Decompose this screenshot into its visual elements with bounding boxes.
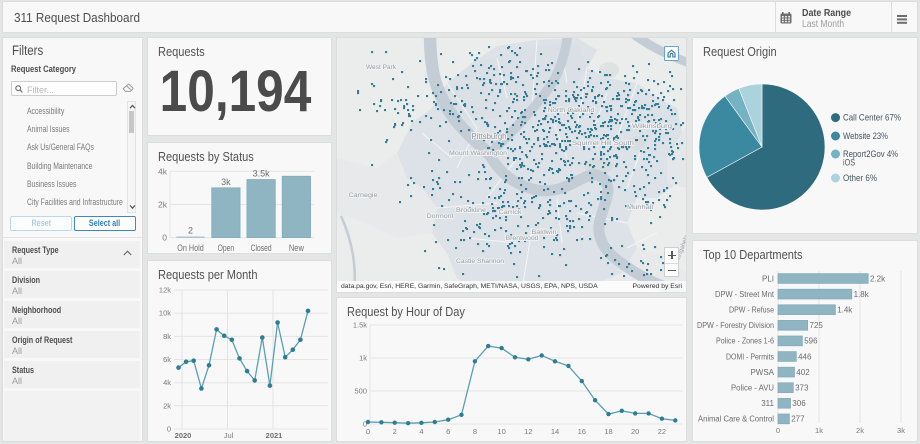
svg-text:Mount Washington: Mount Washington — [449, 150, 507, 157]
svg-text:2.2k: 2.2k — [870, 274, 886, 283]
svg-text:Call Center 67%: Call Center 67% — [843, 113, 901, 124]
svg-text:2020: 2020 — [175, 431, 192, 440]
svg-text:4: 4 — [419, 427, 423, 436]
svg-text:8: 8 — [473, 427, 477, 436]
svg-text:2021: 2021 — [266, 431, 283, 440]
svg-text:18: 18 — [604, 427, 612, 436]
svg-text:2: 2 — [393, 427, 397, 436]
svg-text:Open: Open — [218, 243, 235, 253]
svg-text:0: 0 — [776, 426, 780, 435]
svg-text:Other 6%: Other 6% — [843, 173, 877, 184]
svg-text:12: 12 — [524, 427, 532, 436]
svg-text:1.8k: 1.8k — [854, 290, 870, 299]
svg-text:446: 446 — [798, 352, 812, 361]
svg-text:Animal Care & Control: Animal Care & Control — [698, 415, 774, 424]
svg-text:20: 20 — [631, 427, 639, 436]
svg-text:500: 500 — [354, 387, 367, 396]
svg-text:10k: 10k — [159, 309, 171, 318]
svg-text:22: 22 — [658, 427, 666, 436]
svg-text:6k: 6k — [163, 355, 171, 364]
svg-text:New: New — [289, 243, 304, 253]
svg-text:373: 373 — [795, 384, 809, 393]
svg-text:2k: 2k — [163, 401, 171, 410]
svg-text:Website 23%: Website 23% — [843, 131, 888, 142]
svg-text:PWSA: PWSA — [750, 368, 774, 377]
svg-text:0: 0 — [162, 233, 167, 243]
svg-text:402: 402 — [796, 368, 810, 377]
svg-text:1.5k: 1.5k — [353, 321, 367, 330]
svg-text:Carrick: Carrick — [499, 209, 523, 216]
svg-text:8k: 8k — [163, 332, 171, 341]
svg-text:3k: 3k — [897, 426, 905, 435]
svg-text:Closed: Closed — [251, 243, 272, 253]
svg-text:iOS: iOS — [843, 158, 855, 169]
svg-text:0: 0 — [366, 427, 370, 436]
svg-text:2k: 2k — [158, 200, 168, 210]
svg-text:10: 10 — [497, 427, 505, 436]
svg-text:4k: 4k — [158, 166, 168, 176]
svg-text:16: 16 — [578, 427, 586, 436]
svg-text:Munhall: Munhall — [627, 204, 654, 211]
svg-text:6: 6 — [446, 427, 450, 436]
svg-text:Police - Zones 1-6: Police - Zones 1-6 — [716, 337, 774, 346]
svg-text:Brookline: Brookline — [456, 207, 486, 214]
svg-text:14: 14 — [551, 427, 559, 436]
svg-text:4k: 4k — [163, 378, 171, 387]
svg-text:Dormont: Dormont — [427, 213, 454, 220]
svg-text:1k: 1k — [359, 354, 367, 363]
svg-text:Brentwood: Brentwood — [506, 235, 539, 242]
svg-text:12k: 12k — [159, 286, 171, 295]
svg-text:311: 311 — [761, 399, 774, 408]
svg-text:West Park: West Park — [366, 64, 397, 71]
svg-text:277: 277 — [791, 415, 805, 424]
svg-text:Baldwin: Baldwin — [532, 229, 557, 236]
svg-text:DPW - Forestry Division: DPW - Forestry Division — [697, 321, 774, 330]
svg-text:Castle Shannon: Castle Shannon — [456, 258, 504, 265]
svg-text:3k: 3k — [221, 177, 231, 187]
svg-text:DPW - Street Mnt: DPW - Street Mnt — [715, 290, 775, 299]
svg-text:2: 2 — [188, 226, 193, 236]
svg-text:0: 0 — [363, 420, 367, 429]
svg-text:Squirrel Hill South: Squirrel Hill South — [572, 140, 634, 147]
svg-text:Police - AVU: Police - AVU — [731, 384, 774, 393]
svg-text:596: 596 — [804, 337, 818, 346]
svg-text:On Hold: On Hold — [177, 243, 204, 253]
svg-text:Report2Gov 4%: Report2Gov 4% — [843, 149, 898, 160]
svg-text:DPW - Refuse: DPW - Refuse — [729, 306, 774, 315]
svg-text:DOMI - Permits: DOMI - Permits — [726, 352, 774, 361]
svg-text:1k: 1k — [815, 426, 823, 435]
svg-text:North Oakland: North Oakland — [548, 107, 595, 114]
svg-text:1.4k: 1.4k — [837, 306, 853, 315]
svg-text:3.5k: 3.5k — [253, 169, 271, 179]
svg-text:2k: 2k — [856, 426, 864, 435]
svg-text:Pittsburgh: Pittsburgh — [472, 132, 507, 141]
svg-text:Wilkinsburg: Wilkinsburg — [632, 123, 672, 130]
svg-text:Jul: Jul — [224, 431, 234, 440]
svg-text:Carnegie: Carnegie — [349, 192, 378, 199]
svg-text:0: 0 — [167, 425, 171, 434]
svg-text:PLI: PLI — [762, 274, 774, 283]
svg-text:725: 725 — [810, 321, 824, 330]
svg-text:306: 306 — [792, 399, 806, 408]
